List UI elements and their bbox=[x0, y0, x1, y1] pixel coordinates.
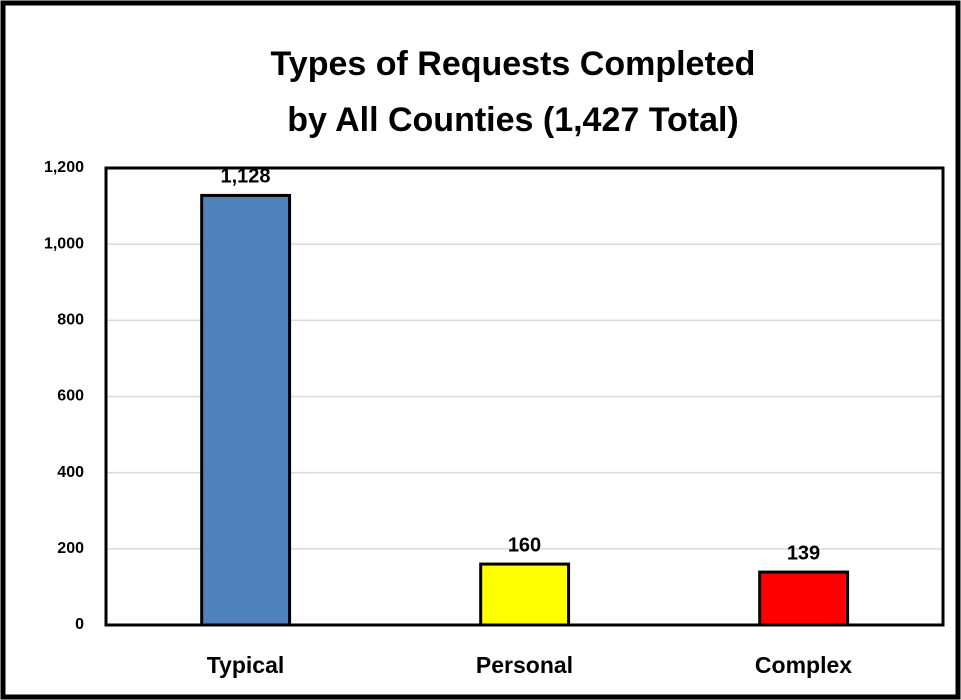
y-tick-label: 600 bbox=[57, 388, 84, 405]
y-tick-label: 800 bbox=[57, 312, 84, 329]
y-tick-label: 1,000 bbox=[44, 235, 84, 252]
chart-title: Types of Requests Completed bbox=[271, 45, 756, 83]
x-tick-label: Complex bbox=[755, 652, 852, 678]
x-tick-label: Personal bbox=[476, 652, 573, 678]
data-label: 1,128 bbox=[220, 166, 270, 188]
data-label: 139 bbox=[787, 542, 820, 564]
y-tick-label: 400 bbox=[57, 464, 84, 481]
y-tick-label: 0 bbox=[75, 616, 84, 633]
bar bbox=[479, 562, 571, 627]
y-tick-label: 200 bbox=[57, 540, 84, 557]
data-label: 160 bbox=[508, 534, 541, 556]
x-tick-label: Typical bbox=[207, 652, 285, 678]
bar bbox=[758, 570, 850, 627]
y-tick-label: 1,200 bbox=[44, 159, 84, 176]
chart-title: by All Counties (1,427 Total) bbox=[287, 101, 739, 139]
bar bbox=[200, 193, 292, 627]
